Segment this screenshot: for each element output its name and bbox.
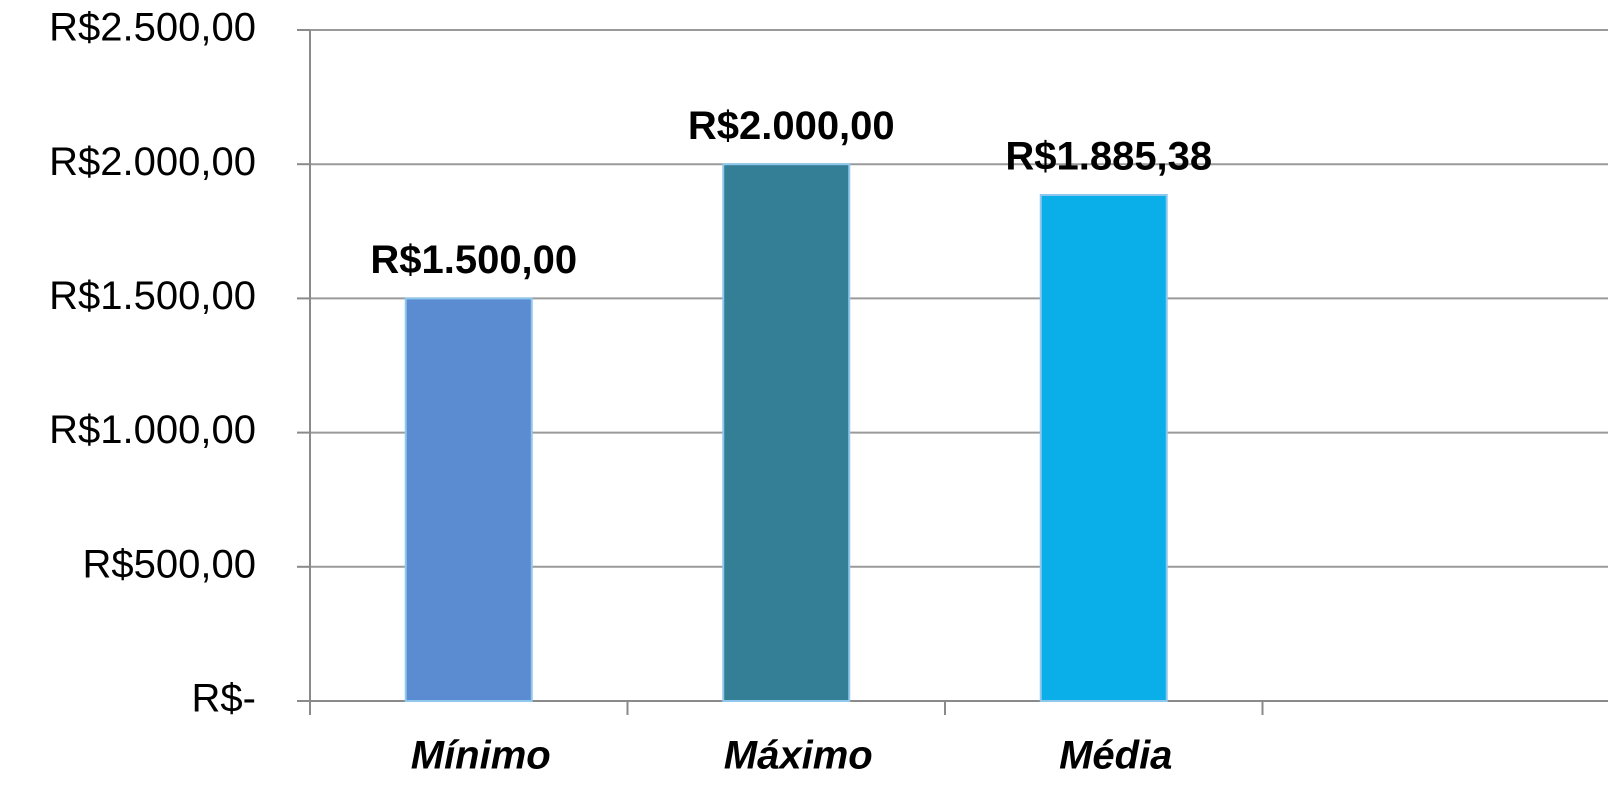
data-label: R$2.000,00	[688, 104, 895, 148]
y-tick-label: R$2.000,00	[49, 140, 256, 184]
y-tick-label: R$1.000,00	[49, 408, 256, 452]
bar	[722, 163, 851, 702]
bar	[1039, 193, 1168, 702]
bar	[404, 297, 533, 702]
x-tick-label: Média	[1059, 734, 1172, 778]
y-tick-label: R$500,00	[83, 542, 256, 586]
y-tick-label: R$-	[192, 677, 256, 721]
x-tick-label: Mínimo	[411, 734, 551, 778]
y-tick-label: R$2.500,00	[49, 6, 256, 50]
data-label: R$1.500,00	[370, 238, 577, 282]
x-tick-label: Máximo	[724, 734, 873, 778]
y-tick-label: R$1.500,00	[49, 274, 256, 318]
data-label: R$1.885,38	[1005, 135, 1212, 179]
